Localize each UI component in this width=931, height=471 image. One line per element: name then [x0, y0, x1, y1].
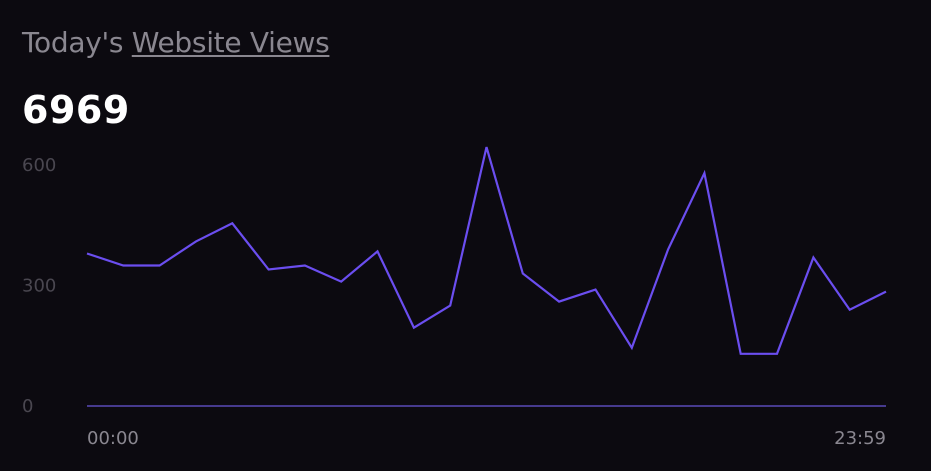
- data-point[interactable]: [119, 262, 127, 270]
- y-tick-label: 600: [22, 155, 56, 176]
- website-views-link[interactable]: Website Views: [131, 26, 330, 59]
- x-tick-label-end: 23:59: [834, 428, 886, 449]
- data-point[interactable]: [519, 270, 527, 278]
- y-axis-ticks: 0 300 600: [22, 155, 56, 417]
- views-series-line: [86, 146, 887, 355]
- data-point[interactable]: [192, 237, 200, 245]
- data-point[interactable]: [555, 298, 563, 306]
- data-point[interactable]: [773, 350, 781, 358]
- data-point[interactable]: [156, 262, 164, 270]
- data-point[interactable]: [664, 245, 672, 253]
- data-point[interactable]: [228, 219, 236, 227]
- data-point[interactable]: [410, 324, 418, 332]
- data-point[interactable]: [483, 143, 491, 151]
- series-points: [83, 143, 890, 358]
- y-tick-label: 300: [22, 276, 56, 297]
- data-point[interactable]: [700, 169, 708, 177]
- data-point[interactable]: [301, 262, 309, 270]
- data-point[interactable]: [446, 302, 454, 310]
- data-point[interactable]: [628, 344, 636, 352]
- y-tick-label: 0: [22, 396, 33, 417]
- card-title: Today's Website Views: [22, 26, 330, 59]
- total-views-value: 6969: [22, 88, 130, 132]
- data-point[interactable]: [83, 249, 91, 257]
- x-tick-label-start: 00:00: [87, 428, 139, 449]
- data-point[interactable]: [737, 350, 745, 358]
- data-point[interactable]: [374, 247, 382, 255]
- data-point[interactable]: [809, 253, 817, 261]
- data-point[interactable]: [265, 266, 273, 274]
- data-point[interactable]: [591, 286, 599, 294]
- data-point[interactable]: [337, 278, 345, 286]
- title-prefix: Today's: [22, 26, 132, 59]
- x-axis-ticks: 00:00 23:59: [87, 428, 886, 449]
- data-point[interactable]: [846, 306, 854, 314]
- data-point[interactable]: [882, 288, 890, 296]
